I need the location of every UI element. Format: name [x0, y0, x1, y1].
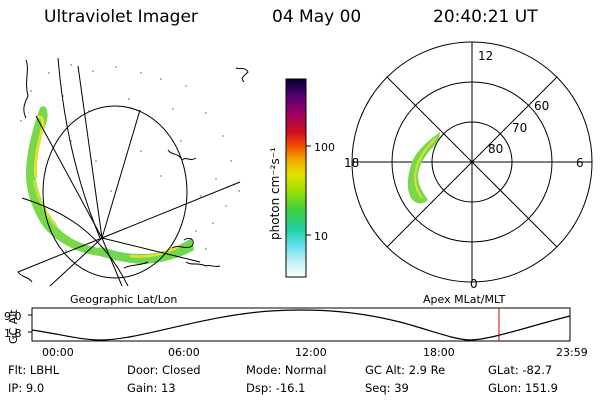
status-glat-label: GLat:	[488, 363, 519, 377]
timeline-ytick-1-8: 1.8	[4, 327, 22, 340]
status-gc-alt: GC Alt: 2.9 Re	[365, 363, 446, 377]
timeline-xtick-1800: 18:00	[423, 346, 455, 359]
status-glon: GLon: 151.9	[488, 381, 558, 395]
altitude-timeline	[28, 307, 571, 342]
timeline-xtick-2359: 23:59	[556, 346, 588, 359]
status-ip-label: IP:	[8, 381, 23, 395]
status-filter-value: LBHL	[29, 363, 60, 377]
timeline-xtick-0000: 00:00	[42, 346, 74, 359]
mlat-label-60: 60	[534, 99, 549, 113]
status-seq: Seq: 39	[365, 381, 409, 395]
status-glon-label: GLon:	[488, 381, 522, 395]
geographic-caption: Geographic Lat/Lon	[70, 293, 177, 306]
status-door: Door: Closed	[127, 363, 201, 377]
status-gain-value: 13	[160, 381, 176, 395]
status-door-value: Closed	[161, 363, 201, 377]
status-glon-value: 151.9	[524, 381, 558, 395]
colorbar-tick-100: 100	[314, 141, 335, 154]
timeline-ytick-9: 9.0	[4, 310, 22, 323]
timeline-xtick-0600: 06:00	[168, 346, 200, 359]
status-seq-label: Seq:	[365, 381, 391, 395]
colorbar-tick-10: 10	[314, 230, 328, 243]
mlat-label-70: 70	[512, 121, 527, 135]
mlat-label-80: 80	[488, 142, 503, 156]
status-glat-value: -82.7	[522, 363, 553, 377]
status-mode: Mode: Normal	[246, 363, 327, 377]
timeline-xtick-1200: 12:00	[295, 346, 327, 359]
geographic-map	[17, 57, 249, 287]
instrument-title: Ultraviolet Imager	[44, 7, 198, 27]
aurora-oval-left	[26, 106, 100, 256]
noise-speckles	[20, 64, 240, 252]
status-mode-value: Normal	[284, 363, 327, 377]
mlt-label-18: 18	[344, 156, 359, 170]
status-gc-alt-value: 2.9 Re	[408, 363, 446, 377]
status-ip: IP: 9.0	[8, 381, 45, 395]
status-ip-value: 9.0	[25, 381, 45, 395]
mlt-label-6: 6	[576, 156, 584, 170]
status-gain: Gain: 13	[127, 381, 176, 395]
timeline-y-label: GC Alt	[7, 309, 20, 344]
mlt-label-12: 12	[478, 49, 493, 63]
status-mode-label: Mode:	[246, 363, 282, 377]
status-glat: GLat: -82.7	[488, 363, 553, 377]
status-filter-label: Flt:	[8, 363, 27, 377]
apex-caption: Apex MLat/MLT	[423, 293, 506, 306]
colorbar	[285, 78, 311, 278]
status-door-label: Door:	[127, 363, 159, 377]
status-dsp-value: -16.1	[275, 381, 306, 395]
colorbar-unit-label: photon cm⁻²s⁻¹	[268, 147, 282, 240]
polar-plot	[351, 41, 593, 283]
mlt-label-0: 0	[470, 277, 478, 291]
time-label: 20:40:21 UT	[433, 7, 538, 27]
status-gain-label: Gain:	[127, 381, 158, 395]
altitude-curve	[31, 309, 571, 341]
aurora-oval-polar	[407, 132, 440, 204]
status-dsp: Dsp: -16.1	[246, 381, 306, 395]
status-seq-value: 39	[394, 381, 409, 395]
date-label: 04 May 00	[272, 7, 362, 27]
status-gc-alt-label: GC Alt:	[365, 363, 406, 377]
status-filter: Flt: LBHL	[8, 363, 60, 377]
status-dsp-label: Dsp:	[246, 381, 273, 395]
